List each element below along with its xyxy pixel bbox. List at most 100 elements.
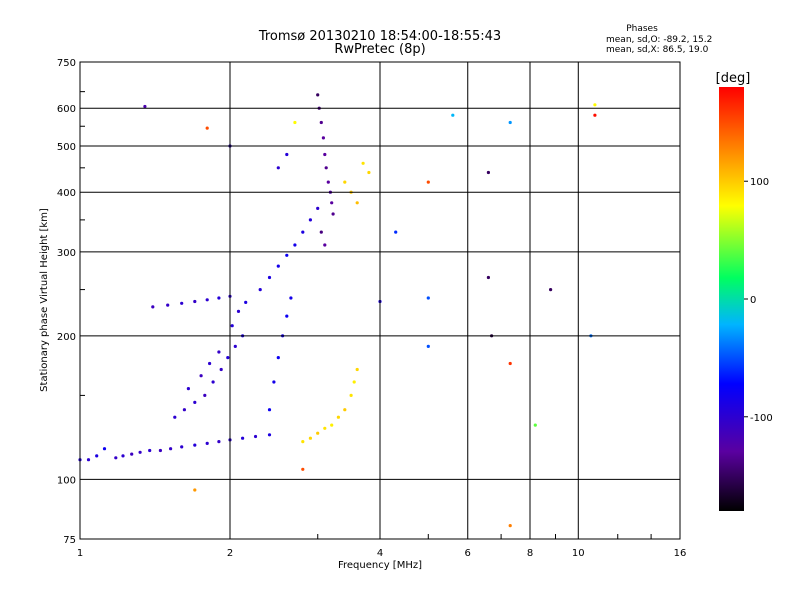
- data-point: [114, 456, 118, 460]
- data-point: [267, 408, 272, 412]
- colorbar-tick-label: -100: [750, 413, 773, 424]
- data-point: [361, 161, 365, 165]
- data-point: [352, 380, 356, 384]
- data-point: [148, 448, 152, 453]
- data-point: [426, 180, 430, 184]
- data-point: [355, 367, 359, 372]
- data-point: [426, 296, 430, 300]
- data-point: [323, 243, 327, 247]
- data-point: [319, 230, 323, 234]
- data-point: [330, 423, 334, 427]
- data-point: [316, 93, 320, 97]
- data-points-layer: [78, 93, 597, 528]
- data-point: [193, 443, 197, 447]
- data-point: [130, 452, 134, 456]
- data-point: [182, 408, 186, 412]
- x-tick-label: 6: [465, 548, 471, 559]
- data-point: [276, 356, 280, 360]
- data-point: [426, 344, 430, 348]
- data-point: [285, 314, 289, 318]
- data-point: [319, 120, 323, 125]
- data-point: [169, 447, 173, 451]
- y-tick-label: 300: [57, 248, 76, 259]
- data-point: [217, 440, 221, 444]
- data-point: [217, 350, 221, 354]
- data-point: [336, 415, 340, 419]
- data-point: [326, 180, 330, 184]
- data-point: [367, 170, 371, 175]
- y-axis-ticks: 75 100 200 300 400 500 600 750: [57, 58, 85, 546]
- data-point: [193, 299, 197, 304]
- x-axis-label: Frequency [MHz]: [338, 560, 422, 571]
- x-tick-label: 1: [77, 548, 83, 559]
- grid-lines: [80, 62, 680, 539]
- data-point: [533, 423, 537, 427]
- data-point: [86, 458, 91, 462]
- data-point: [267, 433, 272, 437]
- data-point: [186, 387, 190, 391]
- colorbar: [719, 87, 744, 511]
- data-point: [343, 180, 347, 184]
- data-point: [193, 400, 197, 404]
- data-point: [151, 305, 155, 309]
- phases-x-line: mean, sd,X: 86.5, 19.0: [606, 45, 709, 55]
- data-point: [173, 415, 177, 419]
- data-point: [236, 309, 241, 313]
- y-tick-label: 75: [63, 535, 76, 546]
- data-point: [316, 206, 320, 210]
- data-point: [301, 440, 305, 444]
- data-point: [486, 170, 490, 175]
- colorbar-label: [deg]: [716, 71, 751, 86]
- data-point: [180, 445, 184, 449]
- data-point: [276, 264, 280, 268]
- data-point: [95, 454, 99, 458]
- data-point: [166, 303, 170, 307]
- data-point: [301, 467, 305, 471]
- y-axis-label: Stationary phase Virtual Height [km]: [39, 208, 50, 392]
- data-point: [203, 393, 207, 397]
- colorbar-ticks: 100 0 -100: [744, 177, 773, 424]
- data-point: [343, 408, 347, 412]
- data-point: [102, 447, 107, 451]
- data-point: [355, 201, 359, 205]
- data-point: [272, 380, 276, 384]
- data-point: [451, 113, 455, 117]
- data-point: [244, 300, 248, 304]
- data-point: [293, 120, 297, 125]
- data-point: [349, 393, 353, 397]
- data-point: [316, 431, 320, 435]
- plot-frame: [79, 61, 681, 540]
- data-point: [276, 166, 280, 170]
- data-point: [508, 120, 512, 125]
- x-tick-label: 4: [377, 548, 383, 559]
- data-point: [593, 103, 597, 107]
- data-point: [394, 230, 398, 234]
- data-point: [308, 218, 312, 222]
- data-point: [208, 361, 212, 366]
- data-point: [293, 243, 297, 247]
- data-point: [323, 426, 327, 430]
- data-point: [219, 367, 223, 372]
- data-point: [324, 166, 328, 170]
- colorbar-tick-label: 0: [750, 295, 756, 306]
- data-point: [233, 344, 237, 348]
- data-point: [205, 126, 209, 130]
- data-point: [593, 113, 597, 117]
- data-point: [508, 361, 512, 366]
- y-tick-label: 600: [57, 104, 76, 115]
- x-tick-label: 10: [572, 548, 585, 559]
- data-point: [301, 230, 305, 234]
- data-point: [549, 288, 553, 292]
- data-point: [267, 275, 272, 280]
- data-point: [230, 324, 234, 328]
- phases-o-line: mean, sd,O: -89.2, 15.2: [606, 35, 712, 45]
- data-point: [285, 253, 289, 257]
- y-tick-label: 200: [57, 332, 76, 343]
- data-point: [258, 288, 262, 292]
- phases-title: Phases: [626, 24, 658, 34]
- data-point: [143, 104, 147, 109]
- x-tick-label: 8: [527, 548, 533, 559]
- colorbar-tick-label: 100: [750, 177, 769, 188]
